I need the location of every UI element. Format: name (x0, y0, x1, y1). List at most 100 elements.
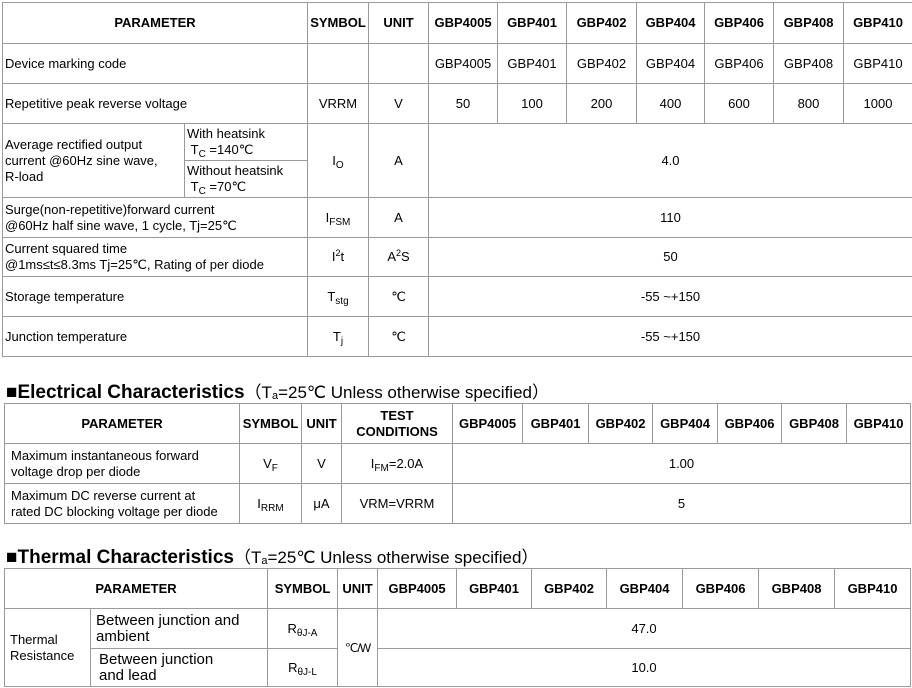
table-cell: 5 (452, 483, 911, 524)
text: @60Hz half sine wave, 1 cycle, Tj=25℃ (5, 217, 237, 233)
subscript: FSM (329, 216, 351, 228)
text: R (288, 659, 298, 675)
text: With heatsink (187, 126, 266, 141)
header-cell: UNIT (301, 403, 342, 444)
text: ■Electrical Characteristics (6, 382, 245, 403)
thermal-table: PARAMETER SYMBOL UNIT GBP4005 GBP401 GBP402 G… (4, 568, 911, 687)
header-cell: GBP408 (758, 568, 835, 609)
table-cell: Between junction and lead (90, 648, 268, 687)
table-cell: Maximum DC reverse current at rated DC bl… (4, 483, 240, 524)
table-cell: Without heatsink TC =70℃ (184, 160, 308, 198)
table-cell: With heatsink TC =140℃ (184, 123, 308, 161)
text: current @60Hz sine wave, (5, 152, 158, 168)
text: I (332, 152, 336, 168)
table-cell: Thermal Resistance (4, 608, 91, 687)
table-cell: Tstg (307, 276, 369, 317)
subscript: RRM (260, 502, 284, 514)
header-cell: PARAMETER (2, 2, 308, 44)
text: S (401, 249, 410, 264)
table-cell: IRRM (239, 483, 302, 524)
text: and lead (99, 666, 157, 684)
table-cell: Average rectified output current @60Hz si… (2, 123, 185, 198)
table-cell (307, 43, 369, 84)
text: =140℃ (205, 142, 254, 157)
text: ambient (96, 627, 150, 645)
header-cell: PARAMETER (4, 403, 240, 444)
text: @1ms≤t≤8.3ms Tj=25℃, Rating of per diode (5, 257, 264, 272)
text: R-load (5, 168, 44, 184)
section-heading: ■Thermal Characteristics（Ta=25℃ Unless o… (6, 543, 538, 569)
header-cell: PARAMETER (4, 568, 268, 609)
text: V (263, 455, 272, 471)
table-cell: VF (239, 443, 302, 484)
subscript: θJ-A (296, 627, 318, 639)
text: Between junction and (96, 611, 240, 629)
table-row: Maximum instantaneous forward voltage dro… (4, 443, 911, 484)
header-cell: SYMBOL (267, 568, 338, 609)
header-cell: GBP406 (704, 2, 774, 44)
table-row: PARAMETER SYMBOL UNIT TEST CONDITIONS GBP40… (4, 403, 911, 444)
table-cell: 1000 (843, 83, 912, 124)
text: A (387, 249, 396, 264)
subscript: j (340, 335, 344, 347)
text: voltage drop per diode (11, 463, 141, 479)
table-cell: Surge(non-repetitive)forward current @60H… (2, 197, 308, 238)
table-row: Thermal Resistance Between junction and am… (4, 608, 911, 687)
header-cell: GBP408 (781, 403, 847, 444)
table-cell: μA (301, 483, 342, 524)
table-cell: 800 (773, 83, 844, 124)
table-cell: ℃/W (337, 608, 378, 687)
header-cell: GBP4005 (452, 403, 523, 444)
subscript: C (198, 149, 206, 160)
header-cell: GBP406 (682, 568, 759, 609)
section-heading: ■Electrical Characteristics（Ta=25℃ Unles… (6, 378, 549, 404)
table-row: Current squared time @1ms≤t≤8.3ms Tj=25℃,… (2, 237, 912, 277)
text: I (331, 249, 336, 264)
table-cell: A2S (368, 237, 429, 277)
table-cell: GBP401 (497, 43, 567, 84)
table-cell: GBP404 (636, 43, 705, 84)
table-cell: 1.00 (452, 443, 911, 484)
header-cell: GBP401 (497, 2, 567, 44)
table-cell: GBP410 (843, 43, 912, 84)
text: Between junction (99, 650, 214, 668)
text: （Ta=25℃ Unless otherwise specified） (234, 548, 538, 567)
table-cell: -55 ~+150 (428, 316, 912, 357)
table-cell: 4.0 (428, 123, 912, 198)
subscript: a (271, 390, 279, 402)
table-cell (368, 43, 429, 84)
header-cell: GBP410 (843, 2, 912, 44)
header-cell: GBP410 (846, 403, 911, 444)
text: Maximum DC reverse current at (11, 487, 196, 503)
superscript: 2 (395, 248, 401, 258)
header-cell: GBP4005 (377, 568, 457, 609)
table-cell: ℃ (368, 276, 429, 317)
text: =25℃ Unless otherwise specified） (278, 383, 549, 402)
subscript: a (261, 555, 268, 567)
text: T (327, 288, 336, 304)
table-cell: 47.0 (377, 608, 911, 649)
table-cell: VRM=VRRM (341, 483, 453, 524)
table-cell: A (368, 197, 429, 238)
subscript: FM (374, 462, 389, 474)
text: TC =140℃ (187, 142, 305, 160)
subscript: C (198, 186, 206, 197)
header-cell: GBP404 (606, 568, 683, 609)
table-cell: 600 (704, 83, 774, 124)
header-cell: GBP4005 (428, 2, 498, 44)
header-cell: UNIT (368, 2, 429, 44)
table-row: Without heatsink TC =70℃ (3, 160, 912, 198)
header-cell: GBP402 (566, 2, 637, 44)
table-cell: IFM=2.0A (341, 443, 453, 484)
table-cell: Current squared time @1ms≤t≤8.3ms Tj=25℃,… (2, 237, 308, 277)
text: Without heatsink (187, 163, 284, 178)
header-cell: GBP410 (834, 568, 911, 609)
text: （Ta=25℃ Unless otherwise specified） (245, 383, 549, 402)
header-cell: UNIT (337, 568, 378, 609)
table-cell: GBP406 (704, 43, 774, 84)
table-cell: -55 ~+150 (428, 276, 912, 317)
subscript: θJ-L (297, 666, 317, 678)
table-cell: Between junction and ambient (90, 608, 268, 649)
header-cell: GBP404 (652, 403, 718, 444)
